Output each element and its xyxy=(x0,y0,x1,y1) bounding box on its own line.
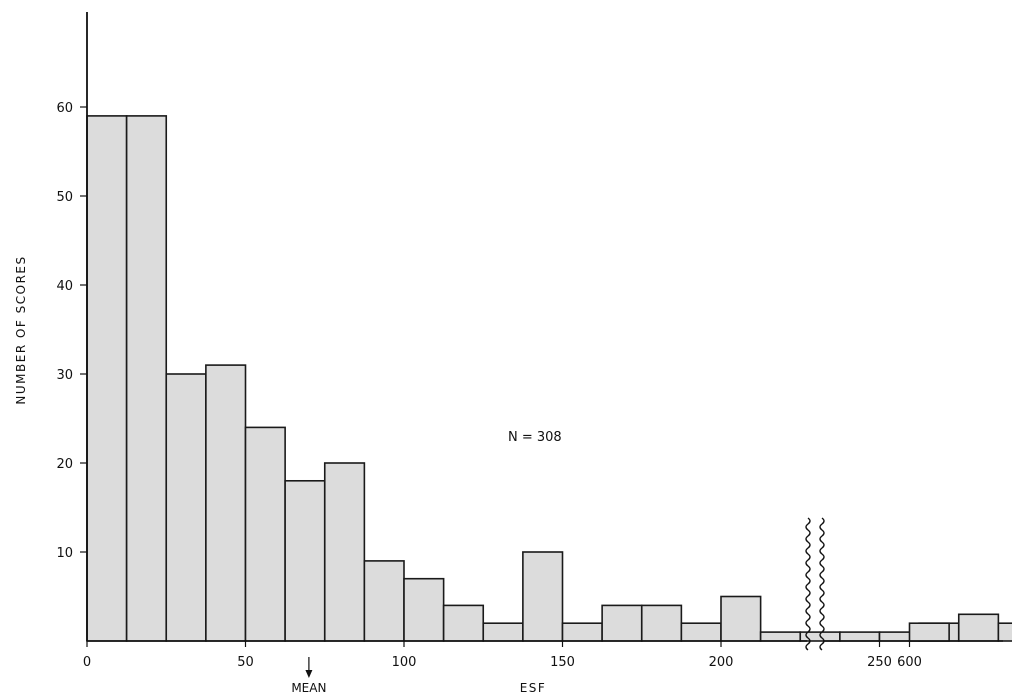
histogram-bar xyxy=(205,364,247,642)
y-axis: 10 20 30 40 50 60 xyxy=(56,12,88,641)
x-tick-label: 150 xyxy=(550,655,575,670)
x-axis-label: ESF xyxy=(520,681,547,695)
histogram-bar xyxy=(284,479,326,642)
mean-label: MEAN xyxy=(291,681,326,695)
histogram-bar xyxy=(323,462,366,642)
x-tick-label: 200 xyxy=(709,655,734,670)
break-squiggle xyxy=(819,517,825,651)
x-tick-label: 50 xyxy=(237,655,254,670)
histogram-bar xyxy=(165,373,207,642)
y-tick-label: 40 xyxy=(56,279,73,294)
break-squiggle xyxy=(805,517,811,651)
histogram-bar xyxy=(561,622,603,642)
histogram-bar xyxy=(839,631,881,642)
histogram-bar xyxy=(363,560,405,642)
histogram-bar xyxy=(720,595,762,642)
y-tick-label: 60 xyxy=(56,101,73,116)
histogram-bar xyxy=(997,622,1012,642)
histogram-bar xyxy=(680,622,722,642)
histogram-bar xyxy=(522,551,564,642)
y-axis-label: NUMBER OF SCORES xyxy=(14,255,28,404)
y-tick-label: 20 xyxy=(56,457,73,472)
histogram-bar xyxy=(640,604,683,642)
histogram-bar xyxy=(403,577,445,642)
mean-marker: MEAN xyxy=(291,657,326,695)
histogram-bar xyxy=(759,631,802,642)
histogram-bar xyxy=(957,613,1000,642)
x-axis: 050100150200250300350400450600650 xyxy=(83,640,1003,670)
axis-break-symbol xyxy=(805,517,825,651)
y-tick-label: 30 xyxy=(56,368,73,383)
histogram-bar xyxy=(601,604,643,642)
x-tick-label: 250 xyxy=(867,655,892,670)
sample-size-annotation: N = 308 xyxy=(508,430,562,445)
y-tick-label: 50 xyxy=(56,190,73,205)
y-tick-label: 10 xyxy=(56,546,73,561)
x-tick-label: 100 xyxy=(392,655,417,670)
histogram-bar xyxy=(244,426,286,642)
histogram-bar xyxy=(908,622,950,642)
histogram-bar xyxy=(86,115,128,642)
histogram-bar xyxy=(482,622,524,642)
histogram-bar xyxy=(442,604,485,642)
x-tick-label: 600 xyxy=(897,655,922,670)
mean-arrow-head xyxy=(305,670,313,678)
histogram-bar xyxy=(125,115,168,642)
x-tick-label: 0 xyxy=(83,655,91,670)
histogram-bars xyxy=(86,115,1012,642)
